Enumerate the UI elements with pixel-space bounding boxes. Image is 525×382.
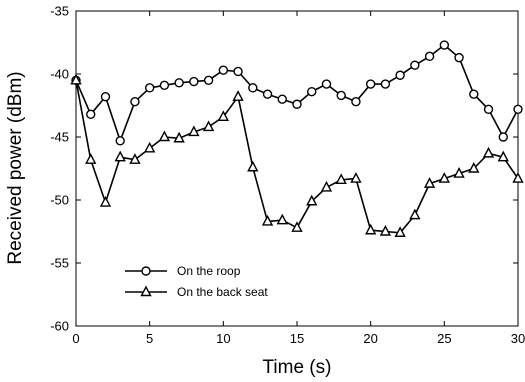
data-point-series-2 (85, 153, 97, 164)
data-point-series-1 (159, 80, 170, 91)
data-point-series-2 (306, 194, 318, 206)
data-point-series-1 (454, 52, 464, 63)
series-layer (70, 40, 524, 237)
data-point-series-2 (453, 167, 465, 178)
legend-label-series-1: On the roop (177, 264, 241, 278)
x-tick-label: 0 (72, 331, 79, 346)
data-point-series-2 (394, 226, 406, 237)
y-tick-label: -60 (50, 319, 69, 334)
y-tick-label: -45 (50, 130, 69, 145)
x-axis-title: Time (s) (263, 357, 332, 378)
data-point-series-2 (99, 196, 112, 207)
data-point-series-1 (292, 99, 302, 109)
data-point-series-1 (307, 86, 317, 97)
data-point-series-1 (321, 79, 332, 89)
data-point-series-2 (320, 180, 333, 192)
data-point-series-1 (130, 97, 140, 107)
legend-label-series-2: On the back seat (177, 285, 268, 299)
data-point-series-2 (497, 150, 509, 162)
data-point-series-2 (276, 213, 288, 225)
data-point-series-1 (262, 89, 273, 99)
data-point-series-2 (291, 221, 303, 232)
data-point-series-2 (379, 225, 392, 236)
plot-frame (75, 10, 519, 327)
data-point-series-2 (261, 214, 274, 226)
data-point-series-2 (188, 125, 200, 137)
data-point-series-2 (202, 120, 215, 132)
data-point-series-2 (468, 162, 480, 173)
y-tick-label: -55 (50, 256, 69, 271)
y-tick-label: -35 (50, 4, 69, 19)
data-point-series-1 (498, 132, 508, 142)
data-point-series-2 (114, 150, 126, 162)
data-point-series-1 (351, 97, 361, 107)
data-point-series-2 (158, 130, 171, 142)
data-point-series-1 (424, 51, 435, 62)
data-point-series-1 (233, 66, 243, 77)
data-point-series-1 (395, 70, 405, 80)
data-point-series-1 (218, 65, 229, 75)
data-point-series-1 (410, 60, 420, 70)
data-point-series-2 (217, 110, 229, 122)
data-point-series-2 (247, 160, 259, 172)
data-point-series-1 (483, 104, 494, 114)
data-point-series-1 (189, 76, 199, 87)
y-axis-title: Received power (dBm) (5, 71, 26, 264)
data-point-series-1 (439, 40, 450, 50)
data-point-series-1 (144, 83, 155, 93)
data-point-series-2 (335, 173, 347, 185)
data-point-series-2 (350, 172, 362, 183)
data-point-series-1 (469, 89, 479, 99)
data-point-series-2 (423, 177, 436, 188)
legend-marker-circle (141, 266, 151, 276)
y-axis: -60 -55 -50 -45 -40 -35 (50, 4, 518, 334)
data-point-series-1 (336, 90, 346, 101)
data-point-series-1 (100, 91, 111, 102)
data-point-series-2 (70, 73, 82, 85)
y-tick-label: -40 (50, 67, 69, 82)
data-point-series-1 (86, 109, 96, 120)
data-point-series-1 (174, 78, 184, 88)
data-point-series-2 (482, 146, 495, 158)
data-point-series-1 (277, 94, 287, 104)
data-point-series-2 (365, 223, 377, 235)
data-point-series-2 (512, 172, 524, 183)
x-tick-label: 25 (437, 331, 451, 346)
data-point-series-2 (232, 90, 244, 101)
legend: On the roop On the back seat (125, 264, 268, 299)
x-tick-label: 20 (363, 331, 377, 346)
legend-marker-triangle (140, 285, 152, 297)
data-point-series-2 (409, 208, 421, 220)
data-point-series-2 (438, 172, 450, 183)
x-axis: 0 5 10 15 20 25 30 (72, 11, 525, 346)
data-point-series-2 (144, 141, 156, 153)
x-tick-label: 10 (216, 331, 230, 346)
data-point-series-2 (129, 153, 141, 164)
data-point-series-1 (380, 79, 391, 89)
x-tick-label: 30 (511, 331, 525, 346)
series-line-1 (75, 44, 519, 142)
x-tick-label: 15 (290, 331, 304, 346)
data-point-series-1 (513, 104, 523, 114)
data-point-series-1 (203, 75, 214, 86)
data-point-series-1 (248, 83, 258, 93)
data-point-series-1 (365, 79, 376, 89)
data-point-series-1 (115, 136, 125, 146)
data-point-series-2 (173, 131, 185, 143)
y-tick-label: -50 (50, 193, 69, 208)
x-tick-label: 5 (146, 331, 153, 346)
